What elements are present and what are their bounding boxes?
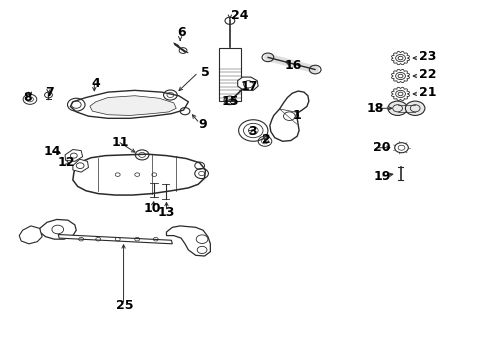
Polygon shape bbox=[73, 154, 205, 195]
Polygon shape bbox=[40, 220, 76, 239]
Text: 25: 25 bbox=[116, 299, 134, 312]
Text: 15: 15 bbox=[221, 95, 238, 108]
Text: 3: 3 bbox=[247, 125, 256, 138]
Polygon shape bbox=[166, 226, 210, 256]
Polygon shape bbox=[237, 77, 258, 90]
Text: 5: 5 bbox=[201, 66, 209, 79]
Text: 20: 20 bbox=[372, 141, 390, 154]
Polygon shape bbox=[58, 234, 172, 244]
Text: 17: 17 bbox=[240, 80, 258, 93]
Text: 11: 11 bbox=[111, 136, 129, 149]
Text: 7: 7 bbox=[45, 86, 54, 99]
Text: 23: 23 bbox=[418, 50, 435, 63]
Text: 10: 10 bbox=[143, 202, 160, 215]
Text: 19: 19 bbox=[372, 170, 390, 183]
Text: 8: 8 bbox=[23, 91, 32, 104]
Text: 2: 2 bbox=[262, 133, 270, 146]
Text: 14: 14 bbox=[43, 145, 61, 158]
Text: 13: 13 bbox=[158, 206, 175, 219]
Circle shape bbox=[405, 101, 424, 116]
Polygon shape bbox=[269, 91, 308, 141]
Text: 22: 22 bbox=[418, 68, 435, 81]
Text: 16: 16 bbox=[284, 59, 301, 72]
Polygon shape bbox=[70, 90, 188, 118]
Polygon shape bbox=[90, 96, 176, 116]
Text: 4: 4 bbox=[91, 77, 100, 90]
Polygon shape bbox=[65, 149, 82, 161]
Text: 12: 12 bbox=[58, 156, 75, 169]
Text: 6: 6 bbox=[177, 27, 185, 40]
Circle shape bbox=[387, 101, 407, 116]
Text: 21: 21 bbox=[418, 86, 435, 99]
Text: 9: 9 bbox=[198, 118, 207, 131]
Text: 18: 18 bbox=[366, 102, 383, 115]
Text: 24: 24 bbox=[230, 9, 248, 22]
Text: 1: 1 bbox=[292, 109, 301, 122]
Polygon shape bbox=[73, 159, 88, 172]
Bar bbox=[219, 48, 240, 101]
Polygon shape bbox=[19, 226, 42, 244]
Polygon shape bbox=[397, 105, 414, 111]
